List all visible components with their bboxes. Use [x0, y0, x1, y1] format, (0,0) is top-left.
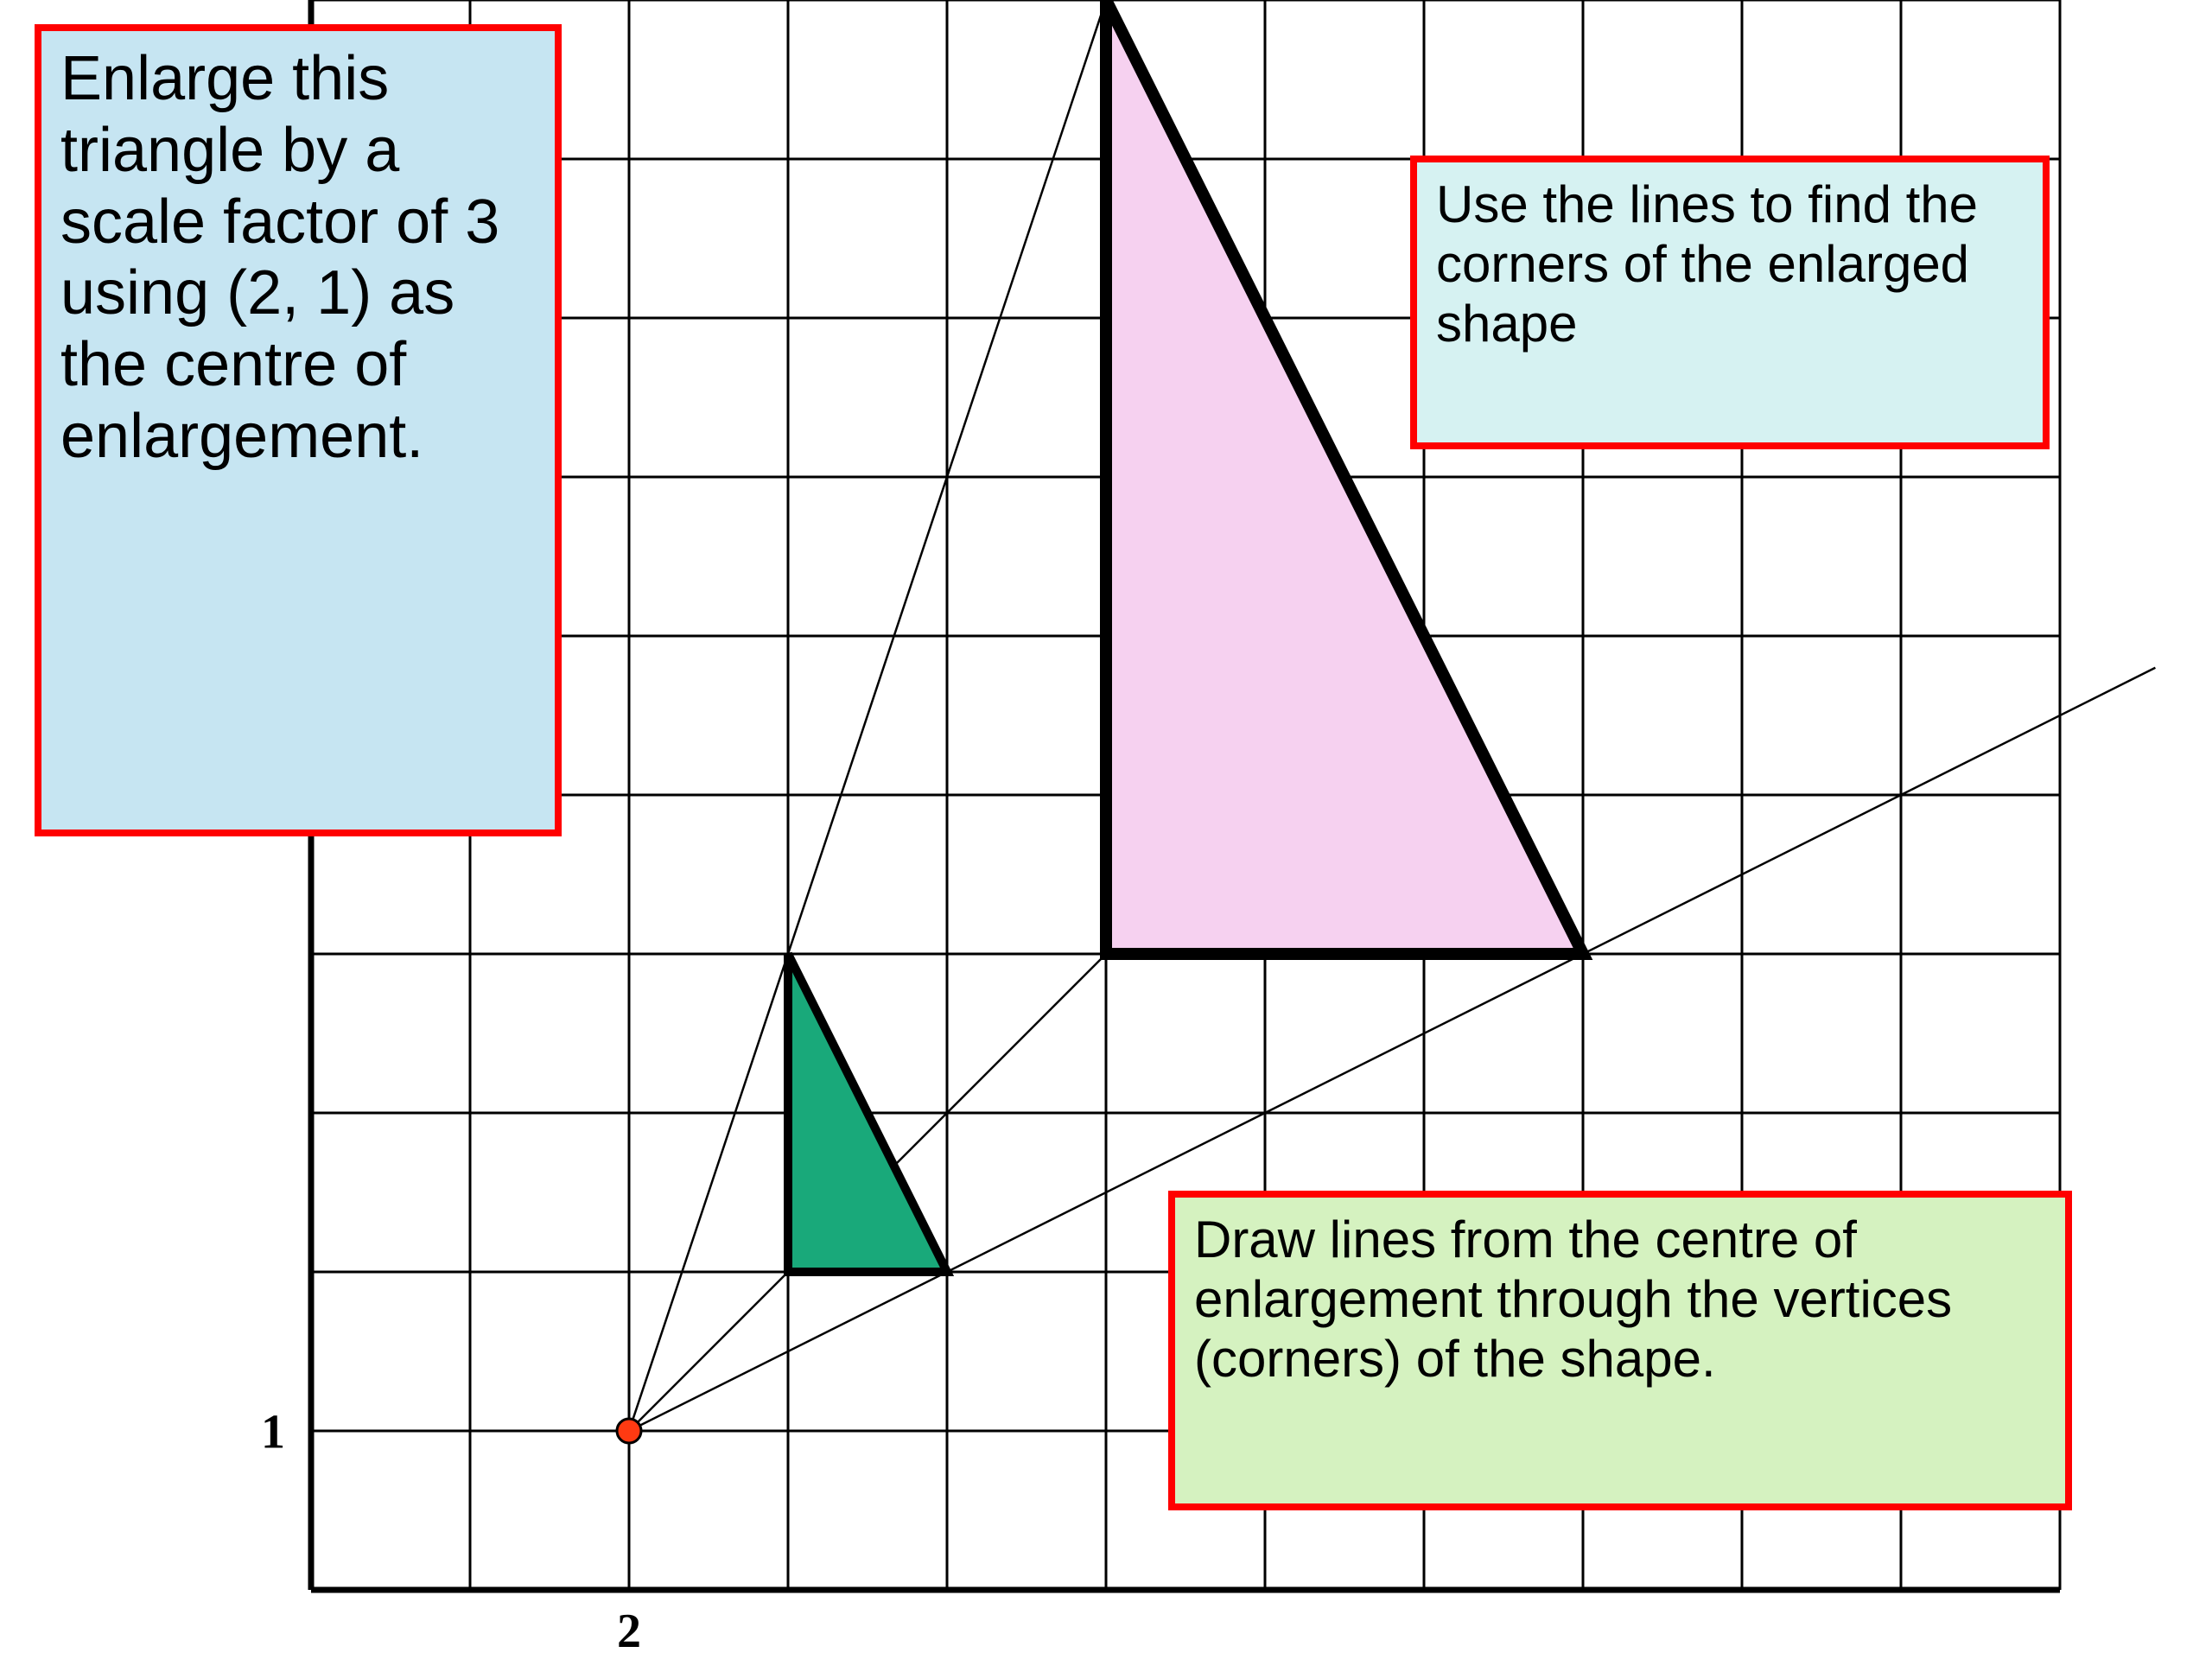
- callout-hint-bottom-text: Draw lines from the centre of enlargemen…: [1194, 1210, 2046, 1389]
- stage: { "canvas": { "width": 2560, "height": 1…: [0, 0, 2212, 1659]
- callout-hint-top-text: Use the lines to find the corners of the…: [1436, 175, 2024, 353]
- centre-of-enlargement: [617, 1419, 641, 1443]
- x-tick-label: 2: [617, 1605, 641, 1658]
- callout-hint-bottom: Draw lines from the centre of enlargemen…: [1168, 1191, 2072, 1510]
- callout-hint-top: Use the lines to find the corners of the…: [1410, 156, 2050, 449]
- callout-instruction: Enlarge this triangle by a scale factor …: [35, 24, 562, 836]
- callout-instruction-text: Enlarge this triangle by a scale factor …: [60, 43, 536, 473]
- y-tick-label: 1: [261, 1406, 285, 1459]
